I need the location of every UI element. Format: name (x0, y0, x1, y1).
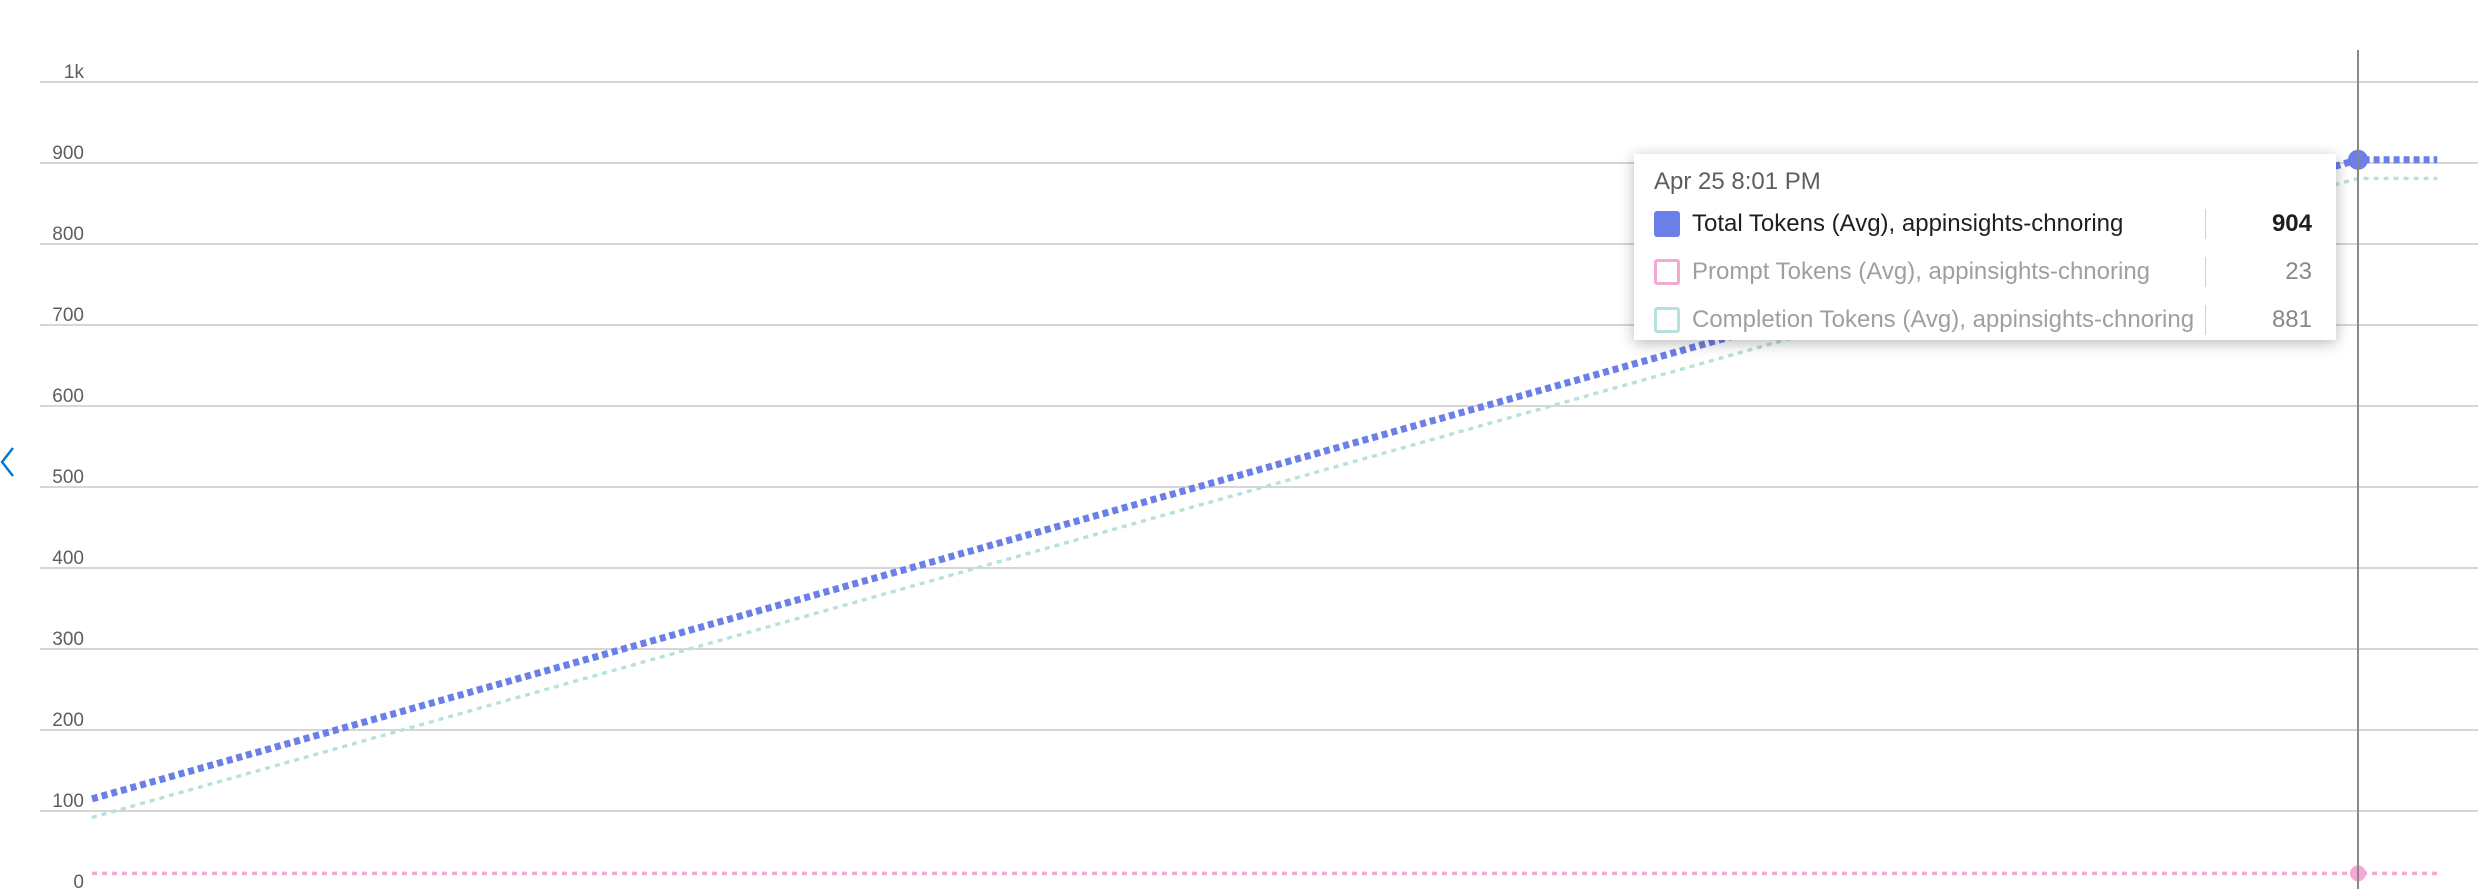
y-tick-label: 600 (52, 386, 84, 407)
y-tick-label: 0 (73, 872, 84, 889)
y-axis: 0 100 200 300 400 500 600 700 800 900 1k (52, 62, 84, 889)
y-tick-label: 100 (52, 791, 84, 812)
y-tick-label: 300 (52, 629, 84, 650)
y-tick-label: 1k (64, 62, 85, 83)
tooltip-series-label: Prompt Tokens (Avg), appinsights-chnorin… (1692, 258, 2151, 285)
tooltip-row-prompt-tokens[interactable]: Prompt Tokens (Avg), appinsights-chnorin… (1654, 248, 2312, 296)
tooltip-series-value: 881 (2271, 306, 2312, 333)
tooltip-divider (2205, 305, 2206, 335)
legend-swatch-prompt-tokens (1654, 259, 1680, 285)
tooltip-divider (2205, 257, 2206, 287)
y-tick-label: 800 (52, 224, 84, 245)
y-tick-label: 500 (52, 467, 84, 488)
tooltip-series-value: 23 (2285, 258, 2312, 285)
tooltip-timestamp: Apr 25 8:01 PM (1654, 168, 1821, 195)
chevron-left-icon[interactable] (0, 444, 18, 480)
y-tick-label: 900 (52, 143, 84, 164)
tooltip-series-label: Total Tokens (Avg), appinsights-chnoring (1692, 210, 2124, 237)
chart-tooltip: Apr 25 8:01 PM Total Tokens (Avg), appin… (1634, 154, 2336, 340)
legend-swatch-total-tokens (1654, 211, 1680, 237)
tooltip-row-total-tokens[interactable]: Total Tokens (Avg), appinsights-chnoring… (1654, 200, 2312, 248)
tooltip-series-label: Completion Tokens (Avg), appinsights-chn… (1692, 306, 2195, 333)
y-tick-label: 700 (52, 305, 84, 326)
y-tick-label: 200 (52, 710, 84, 731)
y-tick-label: 400 (52, 548, 84, 569)
tooltip-row-completion-tokens[interactable]: Completion Tokens (Avg), appinsights-chn… (1654, 296, 2312, 344)
legend-swatch-completion-tokens (1654, 307, 1680, 333)
tooltip-series-value: 904 (2271, 210, 2312, 237)
tooltip-divider (2205, 209, 2206, 239)
